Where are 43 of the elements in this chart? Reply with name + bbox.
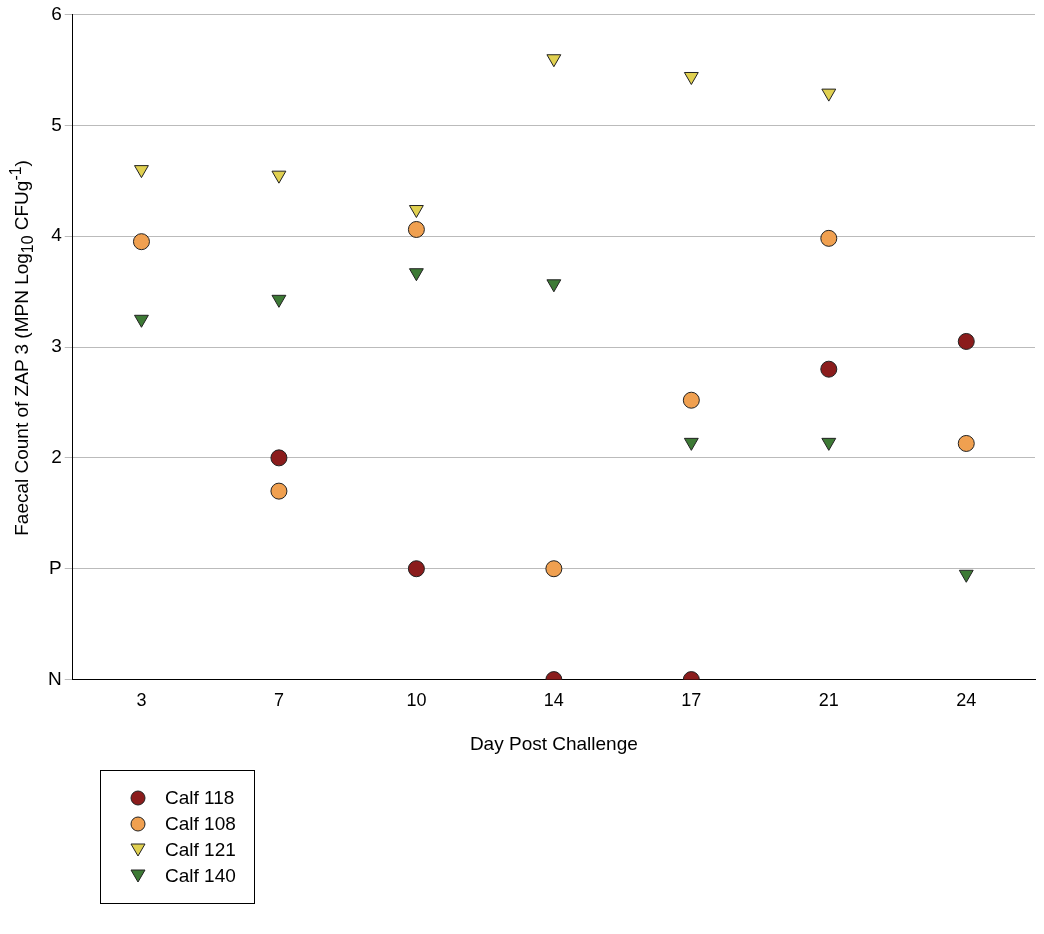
- point: [134, 165, 149, 179]
- x-tick-label: 24: [956, 690, 977, 711]
- x-axis-title: Day Post Challenge: [469, 732, 638, 754]
- legend-label: Calf 108: [165, 813, 236, 835]
- point: [407, 220, 425, 238]
- y-tick-label: P: [49, 556, 62, 578]
- point: [271, 294, 287, 308]
- point: [134, 314, 149, 328]
- point: [407, 560, 425, 578]
- y-tick-label: 2: [51, 446, 62, 468]
- point: [821, 437, 837, 451]
- legend-label: Calf 118: [165, 787, 235, 809]
- y-tick-label: 3: [51, 335, 62, 357]
- x-tick-label: 7: [273, 690, 284, 711]
- point: [682, 391, 700, 409]
- point: [957, 434, 975, 452]
- x-tick-label: 17: [681, 690, 702, 711]
- point: [270, 449, 288, 467]
- x-tick-label: 3: [136, 690, 147, 711]
- y-tick-label: 4: [51, 224, 63, 246]
- y-tick-label: N: [47, 667, 62, 689]
- point: [546, 279, 562, 293]
- point: [270, 482, 288, 500]
- point: [820, 229, 838, 247]
- x-tick-label: 14: [543, 690, 564, 711]
- y-tick-label: 6: [51, 2, 62, 24]
- y-tick-label: 5: [51, 113, 62, 135]
- legend-label: Calf 140: [165, 865, 236, 887]
- point: [821, 88, 837, 102]
- point: [408, 268, 424, 282]
- point: [683, 437, 699, 451]
- legend-label: Calf 121: [165, 839, 236, 861]
- point: [271, 170, 287, 184]
- point: [408, 205, 424, 219]
- point: [957, 332, 975, 350]
- point: [545, 560, 563, 578]
- point: [546, 54, 562, 68]
- point: [820, 360, 838, 378]
- x-tick-label: 21: [818, 690, 839, 711]
- point: [132, 233, 150, 251]
- point: [958, 569, 974, 583]
- point: [683, 71, 699, 85]
- x-tick-label: 10: [406, 690, 427, 711]
